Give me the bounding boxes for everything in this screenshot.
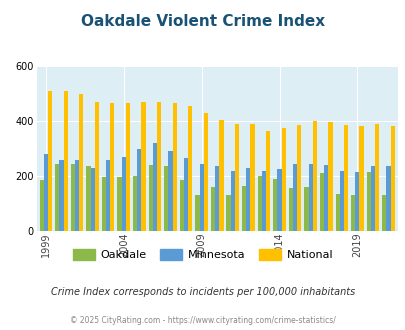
- Bar: [366, 172, 370, 231]
- Bar: [59, 159, 64, 231]
- Bar: [339, 171, 343, 231]
- Bar: [288, 188, 292, 231]
- Bar: [137, 148, 141, 231]
- Text: © 2025 CityRating.com - https://www.cityrating.com/crime-statistics/: © 2025 CityRating.com - https://www.city…: [70, 315, 335, 325]
- Bar: [281, 128, 285, 231]
- Bar: [55, 164, 59, 231]
- Bar: [179, 180, 183, 231]
- Bar: [374, 124, 378, 231]
- Legend: Oakdale, Minnesota, National: Oakdale, Minnesota, National: [72, 249, 333, 260]
- Bar: [152, 143, 157, 231]
- Bar: [203, 113, 207, 231]
- Bar: [358, 126, 363, 231]
- Bar: [370, 166, 374, 231]
- Bar: [64, 91, 68, 231]
- Bar: [350, 195, 354, 231]
- Bar: [86, 166, 90, 231]
- Bar: [79, 93, 83, 231]
- Bar: [250, 124, 254, 231]
- Bar: [273, 179, 277, 231]
- Bar: [168, 151, 172, 231]
- Bar: [199, 164, 203, 231]
- Bar: [102, 178, 106, 231]
- Bar: [292, 164, 296, 231]
- Bar: [110, 103, 114, 231]
- Bar: [241, 185, 246, 231]
- Bar: [308, 164, 312, 231]
- Bar: [296, 125, 301, 231]
- Bar: [210, 187, 215, 231]
- Bar: [319, 173, 323, 231]
- Text: Oakdale Violent Crime Index: Oakdale Violent Crime Index: [81, 14, 324, 29]
- Bar: [335, 194, 339, 231]
- Bar: [328, 122, 332, 231]
- Bar: [386, 166, 390, 231]
- Bar: [230, 171, 234, 231]
- Bar: [323, 165, 328, 231]
- Bar: [261, 171, 265, 231]
- Bar: [183, 158, 188, 231]
- Bar: [164, 166, 168, 231]
- Bar: [219, 120, 223, 231]
- Bar: [277, 169, 281, 231]
- Bar: [39, 180, 44, 231]
- Bar: [234, 124, 239, 231]
- Bar: [172, 103, 176, 231]
- Bar: [75, 159, 79, 231]
- Bar: [133, 176, 137, 231]
- Bar: [94, 102, 99, 231]
- Bar: [122, 157, 126, 231]
- Bar: [90, 168, 94, 231]
- Bar: [117, 178, 121, 231]
- Bar: [157, 102, 161, 231]
- Bar: [215, 166, 219, 231]
- Bar: [304, 187, 308, 231]
- Bar: [354, 172, 358, 231]
- Bar: [343, 125, 347, 231]
- Bar: [381, 195, 386, 231]
- Bar: [390, 126, 394, 231]
- Bar: [106, 159, 110, 231]
- Bar: [257, 176, 261, 231]
- Bar: [195, 195, 199, 231]
- Text: Crime Index corresponds to incidents per 100,000 inhabitants: Crime Index corresponds to incidents per…: [51, 287, 354, 297]
- Bar: [226, 195, 230, 231]
- Bar: [265, 131, 270, 231]
- Bar: [44, 154, 48, 231]
- Bar: [70, 164, 75, 231]
- Bar: [141, 102, 145, 231]
- Bar: [126, 103, 130, 231]
- Bar: [188, 106, 192, 231]
- Bar: [312, 121, 316, 231]
- Bar: [246, 168, 250, 231]
- Bar: [48, 91, 52, 231]
- Bar: [148, 165, 152, 231]
